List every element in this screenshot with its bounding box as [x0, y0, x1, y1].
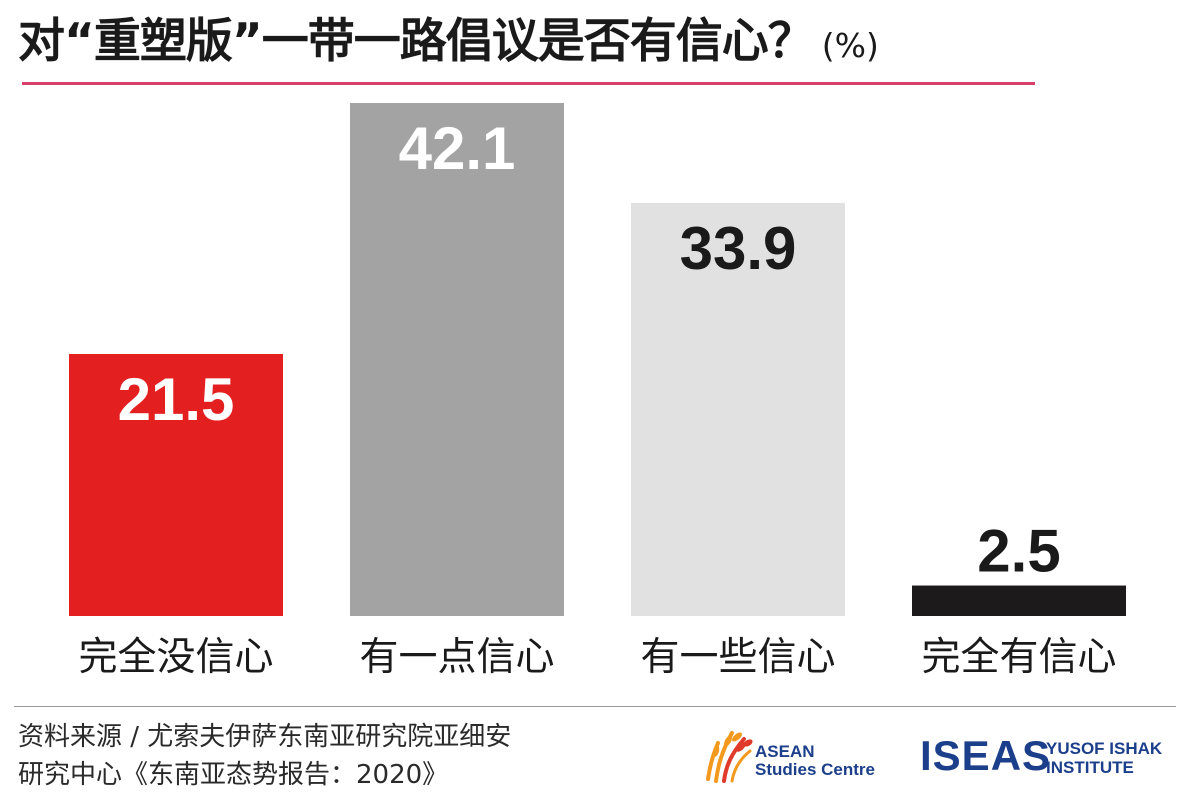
iseas-logo-line-2: INSTITUTE — [1046, 758, 1134, 777]
value-label-4: 2.5 — [977, 518, 1060, 585]
chart-title-text: 对“重塑版”一带一路倡议是否有信心？ — [18, 14, 815, 69]
title-underline — [22, 82, 1035, 85]
bar-chart: 21.5 42.1 33.9 2.5 完全没信心 有一点信心 有一些信心 完全有信心 — [69, 103, 1126, 680]
source-line-1: 资料来源 / 尤索夫伊萨东南亚研究院亚细安 — [18, 722, 512, 752]
category-label-3: 有一些信心 — [640, 635, 835, 680]
bar-group — [69, 103, 1126, 616]
value-label-group: 21.5 42.1 33.9 2.5 — [118, 115, 1061, 585]
asean-logo-text: ASEAN Studies Centre — [755, 743, 875, 779]
bar-2 — [350, 103, 564, 616]
bar-1 — [69, 354, 283, 616]
iseas-logo-line-1: YUSOF ISHAK — [1046, 739, 1163, 758]
category-label-group: 完全没信心 有一点信心 有一些信心 完全有信心 — [78, 635, 1116, 680]
footer-divider — [14, 706, 1176, 707]
category-label-1: 完全没信心 — [78, 635, 273, 680]
asean-logo-line-1: ASEAN — [755, 742, 815, 761]
iseas-logo-mark: ISEAS — [920, 732, 1052, 779]
bar-3 — [631, 202, 845, 616]
iseas-logo-text: YUSOF ISHAK INSTITUTE — [1046, 739, 1162, 777]
value-label-2: 42.1 — [399, 115, 516, 182]
bar-4 — [912, 585, 1126, 616]
source-line-2: 研究中心《东南亚态势报告：2020》 — [18, 760, 449, 790]
value-label-3: 33.9 — [680, 215, 797, 282]
category-label-4: 完全有信心 — [921, 635, 1116, 680]
source-note: 资料来源 / 尤索夫伊萨东南亚研究院亚细安 研究中心《东南亚态势报告：2020》 — [18, 718, 658, 794]
chart-title: 对“重塑版”一带一路倡议是否有信心？ (%) — [18, 12, 879, 72]
asean-logo-line-2: Studies Centre — [755, 760, 875, 779]
chart-unit: (%) — [821, 26, 879, 65]
value-label-1: 21.5 — [118, 366, 235, 433]
category-label-2: 有一点信心 — [359, 635, 554, 680]
rice-stalks-icon — [706, 731, 753, 783]
